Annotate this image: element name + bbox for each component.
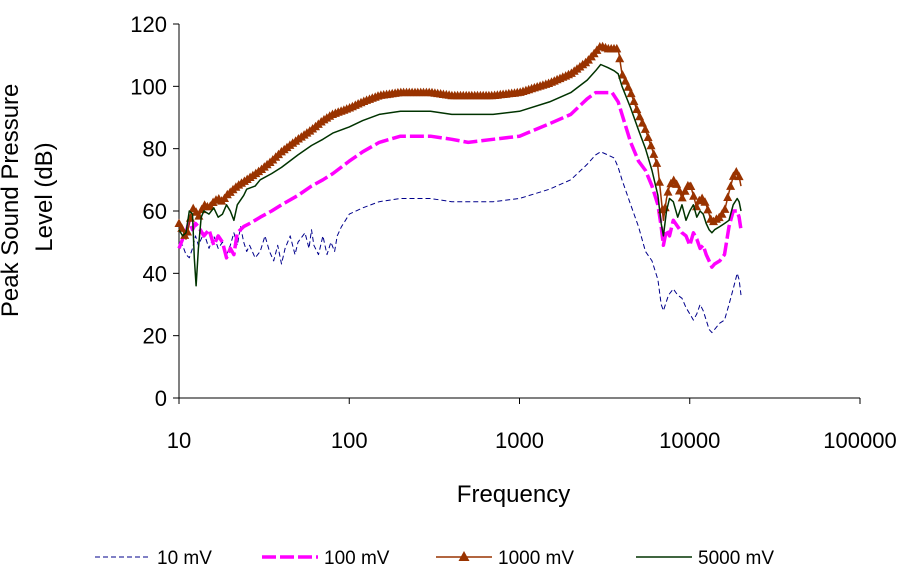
- series-line: [178, 63, 742, 287]
- legend-label: 1000 mV: [498, 548, 574, 569]
- series-marker: [615, 53, 625, 63]
- x-tick-label: 10: [167, 428, 191, 453]
- legend-label: 5000 mV: [698, 548, 774, 569]
- series-5000-mv: [178, 63, 742, 287]
- series-marker: [723, 192, 733, 201]
- legend-label: 100 mV: [324, 548, 390, 569]
- series-marker: [626, 88, 636, 98]
- series-marker: [649, 149, 659, 158]
- series-marker: [646, 140, 656, 150]
- series-marker: [717, 209, 727, 218]
- x-tick-label: 10000: [659, 428, 720, 453]
- series-marker: [620, 76, 630, 85]
- y-tick-label: 60: [143, 199, 167, 224]
- series-marker: [728, 171, 738, 180]
- series-marker: [672, 179, 682, 188]
- series-marker: [680, 186, 690, 195]
- y-tick-label: 120: [130, 12, 167, 37]
- series-marker: [689, 191, 699, 200]
- series-marker: [663, 187, 673, 196]
- x-axis-title: Frequency: [457, 481, 570, 508]
- x-tick-label: 100000: [823, 428, 896, 453]
- legend: 10 mV 100 mV 1000 mV 5000 mV: [95, 548, 774, 569]
- series-marker: [640, 124, 650, 133]
- series-marker: [643, 132, 653, 141]
- series-1000-mv: [174, 41, 744, 240]
- series-marker: [677, 192, 687, 202]
- plot-area: 0 20 40 60 80 100 120 10 100 1000 10000 100000: [130, 12, 896, 453]
- y-axis-ticks: 0 20 40 60 80 100 120: [130, 12, 179, 411]
- series-line: [177, 90, 743, 269]
- y-tick-label: 100: [130, 74, 167, 99]
- series-line: [178, 45, 742, 240]
- legend-item: 10 mV: [95, 548, 212, 569]
- y-axis-title-line-1: Peak Sound Pressure: [0, 84, 24, 317]
- legend-item: 100 mV: [262, 548, 390, 569]
- y-tick-label: 0: [155, 386, 167, 411]
- series-layer: [174, 41, 744, 334]
- series-marker: [703, 204, 713, 214]
- y-tick-label: 40: [143, 261, 167, 286]
- series-marker: [637, 118, 647, 127]
- legend-marker: [458, 551, 470, 561]
- series-marker: [635, 111, 645, 121]
- x-tick-label: 100: [331, 428, 368, 453]
- series-100-mv: [177, 90, 743, 269]
- series-marker: [623, 82, 633, 91]
- legend-label: 10 mV: [157, 548, 212, 569]
- y-axis-title: Peak Sound Pressure Level (dB): [0, 77, 58, 317]
- series-marker: [720, 204, 730, 213]
- series-marker: [655, 177, 664, 186]
- series-marker: [686, 181, 696, 190]
- x-axis-ticks: 10 100 1000 10000 100000: [167, 398, 897, 453]
- series-marker: [734, 171, 744, 181]
- legend-item: 5000 mV: [636, 548, 774, 569]
- series-marker: [700, 197, 710, 206]
- series-marker: [629, 96, 639, 105]
- series-marker: [612, 43, 622, 53]
- series-marker: [652, 158, 662, 167]
- y-axis-title-line-2: Level (dB): [31, 142, 58, 251]
- series-marker: [726, 181, 736, 190]
- series-marker: [632, 104, 642, 113]
- series-marker: [674, 186, 684, 195]
- y-tick-label: 80: [143, 137, 167, 162]
- x-tick-label: 1000: [495, 428, 544, 453]
- y-tick-label: 20: [143, 324, 167, 349]
- series-marker: [618, 70, 627, 79]
- legend-item: 1000 mV: [436, 548, 574, 569]
